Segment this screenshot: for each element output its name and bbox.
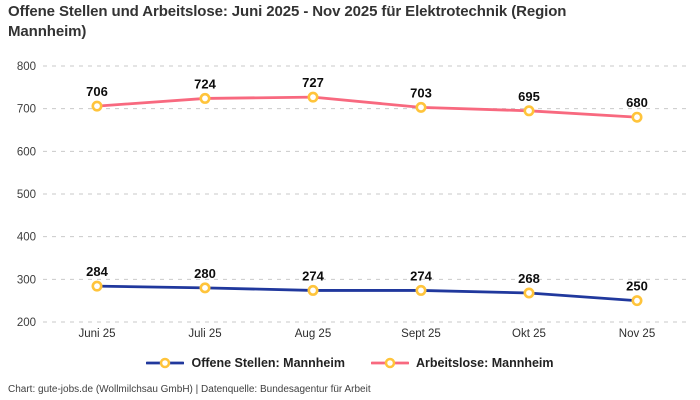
- value-label: 727: [302, 75, 324, 90]
- x-axis-tick-label: Nov 25: [619, 328, 655, 340]
- value-label: 706: [86, 84, 108, 99]
- y-axis-tick-label: 200: [17, 317, 36, 329]
- value-label: 274: [410, 268, 432, 283]
- credit-line: Chart: gute-jobs.de (Wollmilchsau GmbH) …: [8, 384, 371, 395]
- chart-title: Offene Stellen und Arbeitslose: Juni 202…: [8, 3, 567, 40]
- legend-label: Arbeitslose: Mannheim: [415, 356, 554, 370]
- y-axis-tick-label: 800: [17, 61, 36, 73]
- legend-marker: [160, 357, 171, 369]
- x-axis-tick-label: Sept 25: [401, 328, 441, 340]
- x-axis-tick-label: Okt 25: [512, 328, 546, 340]
- value-label: 250: [626, 279, 648, 294]
- value-label: 724: [194, 76, 216, 91]
- y-axis-tick-label: 700: [17, 104, 36, 116]
- data-point-marker: [415, 284, 427, 296]
- x-axis-tick-label: Juli 25: [188, 328, 221, 340]
- legend-item-arbeitslose: Arbeitslose: Mannheim: [370, 356, 554, 370]
- legend-marker: [384, 357, 396, 369]
- data-point-marker: [307, 91, 319, 103]
- data-point-marker: [307, 284, 319, 296]
- data-point-marker: [631, 111, 643, 123]
- data-point-marker: [523, 287, 535, 299]
- y-axis-tick-label: 500: [17, 189, 36, 201]
- y-axis-tick-label: 400: [17, 232, 36, 244]
- y-axis-tick-label: 300: [17, 274, 36, 286]
- data-point-marker: [91, 280, 103, 292]
- legend-swatch-line-marker-icon: [146, 357, 185, 369]
- data-point-marker: [523, 105, 535, 117]
- value-label: 703: [410, 85, 432, 100]
- legend: Offene Stellen: Mannheim Arbeitslose: Ma…: [0, 356, 700, 370]
- value-label: 284: [86, 264, 108, 279]
- value-label: 268: [518, 271, 540, 286]
- series-line: [95, 95, 639, 119]
- legend-swatch-line-marker-icon: [370, 357, 409, 369]
- line-chart: 200 300 400 500 600 700 800 Juni 25 Juli 25 Aug 2…: [17, 61, 688, 340]
- x-axis-tick-label: Aug 25: [295, 328, 331, 340]
- legend-label: Offene Stellen: Mannheim: [191, 356, 345, 370]
- series-line: [95, 284, 639, 303]
- data-point-marker: [199, 92, 211, 104]
- data-point-marker: [91, 100, 103, 112]
- value-label: 274: [302, 268, 324, 283]
- data-point-marker: [415, 101, 427, 113]
- value-label: 680: [626, 95, 648, 110]
- value-label: 695: [518, 89, 540, 104]
- x-axis-tick-label: Juni 25: [78, 328, 115, 340]
- value-label: 280: [194, 266, 216, 281]
- data-point-marker: [631, 295, 643, 307]
- y-axis-tick-label: 600: [17, 146, 36, 158]
- legend-item-offene-stellen: Offene Stellen: Mannheim: [146, 356, 345, 370]
- data-point-marker: [199, 282, 211, 294]
